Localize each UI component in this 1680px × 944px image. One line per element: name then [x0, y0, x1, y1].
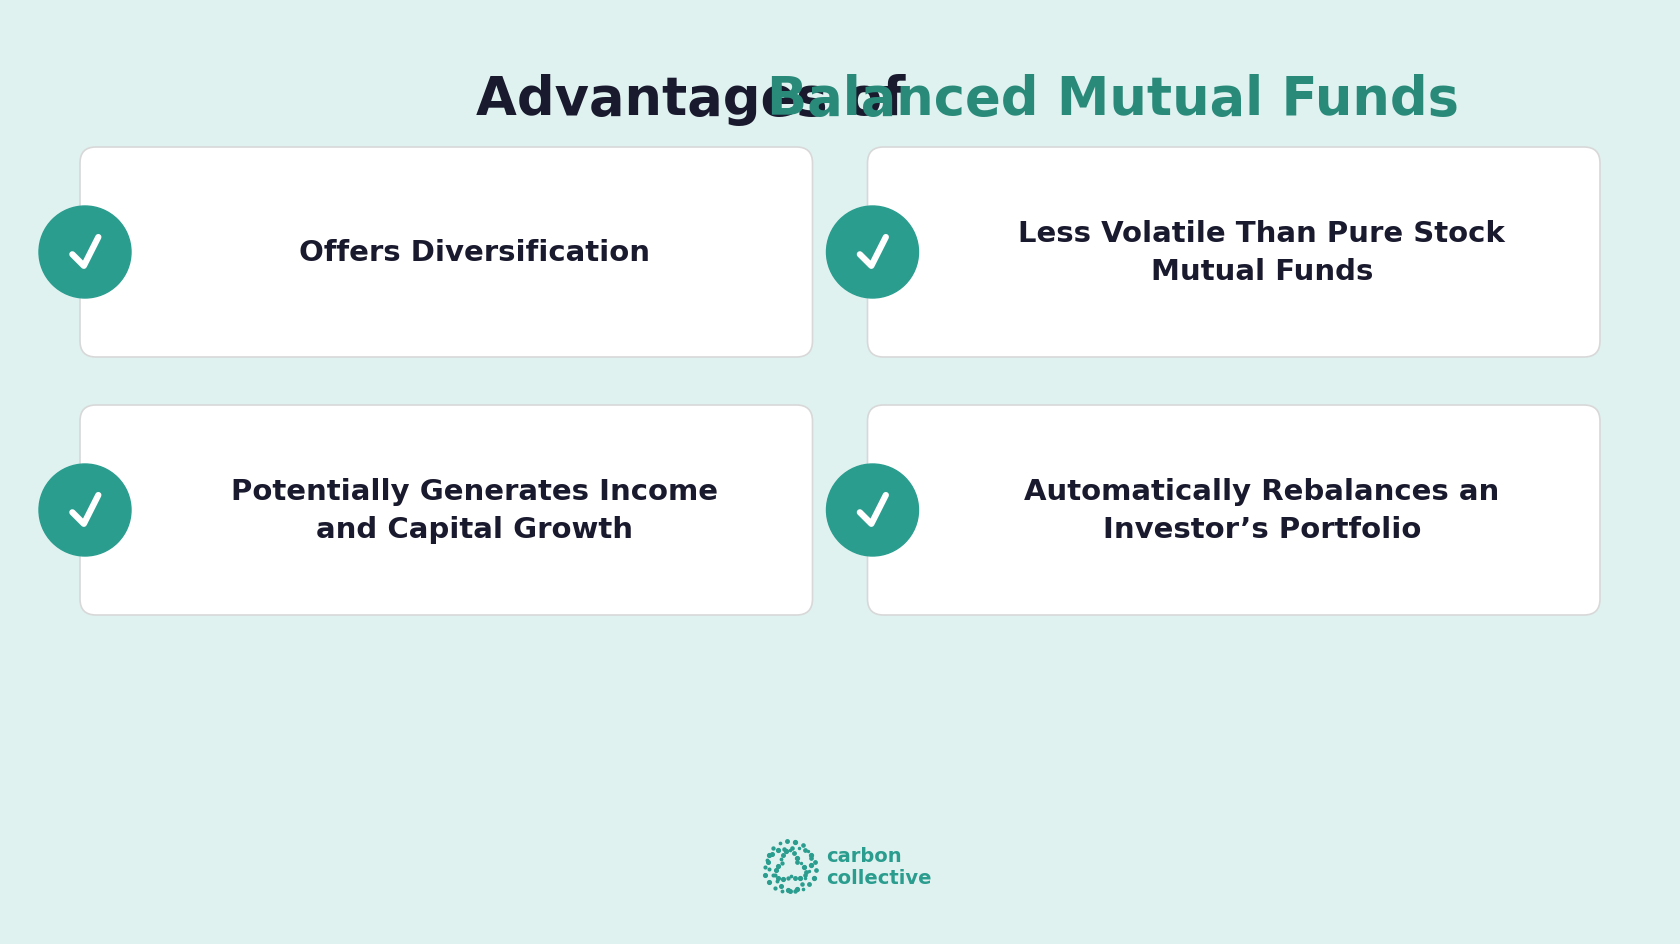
Circle shape — [39, 207, 131, 298]
Circle shape — [39, 464, 131, 556]
Text: Automatically Rebalances an
Investor’s Portfolio: Automatically Rebalances an Investor’s P… — [1025, 478, 1499, 544]
FancyBboxPatch shape — [81, 406, 813, 615]
Text: Offers Diversification: Offers Diversification — [299, 239, 650, 267]
Text: Balanced Mutual Funds: Balanced Mutual Funds — [768, 74, 1460, 126]
FancyBboxPatch shape — [81, 148, 813, 358]
Text: Potentially Generates Income
and Capital Growth: Potentially Generates Income and Capital… — [230, 478, 717, 544]
Text: Less Volatile Than Pure Stock
Mutual Funds: Less Volatile Than Pure Stock Mutual Fun… — [1018, 220, 1505, 286]
Circle shape — [827, 207, 919, 298]
Text: Advantages of: Advantages of — [475, 74, 924, 126]
FancyBboxPatch shape — [867, 148, 1599, 358]
FancyBboxPatch shape — [867, 406, 1599, 615]
Text: collective: collective — [827, 868, 931, 887]
Text: carbon: carbon — [827, 847, 902, 866]
Circle shape — [827, 464, 919, 556]
